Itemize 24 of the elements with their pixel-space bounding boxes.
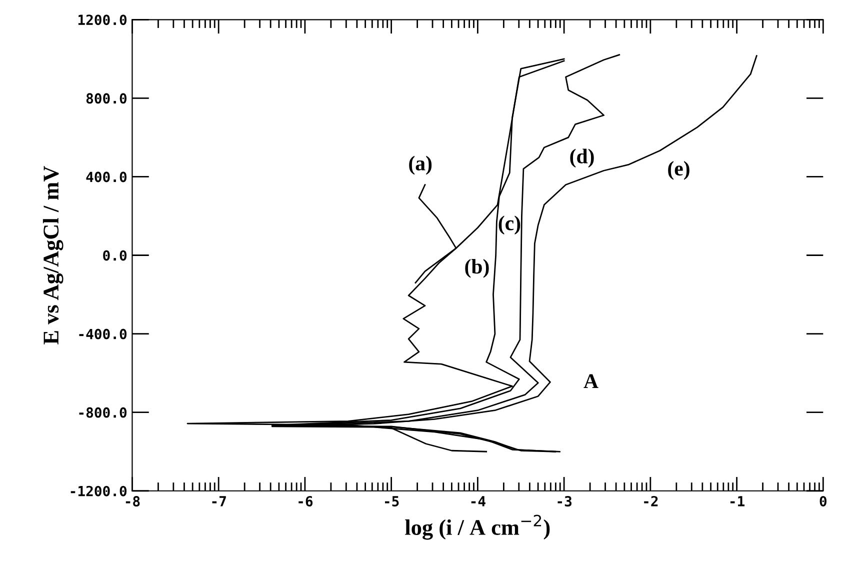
y-tick-label: -1200.0 (70, 486, 127, 496)
y-tick-label: 400.0 (86, 172, 127, 182)
x-tick-label: -5 (384, 496, 399, 506)
x-tick-label: -6 (298, 496, 313, 506)
y-tick-label: 800.0 (86, 93, 127, 104)
annotation: (c) (498, 216, 520, 235)
annotation: A (584, 374, 598, 388)
annotation: (d) (570, 148, 594, 168)
annotation: (a) (409, 156, 432, 175)
y-axis-title: E vs Ag/AgCl / mV (42, 166, 64, 344)
x-tick-label: 0 (820, 496, 826, 506)
x-tick-label: -4 (471, 496, 486, 506)
annotation: (e) (668, 160, 690, 180)
y-tick-label: 1200.0 (78, 14, 127, 26)
x-tick-label: -2 (644, 496, 658, 506)
y-tick-label: 0.0 (103, 250, 127, 261)
x-axis-title: log (i / A cm$^{−2}$) (405, 514, 550, 540)
annotation: (b) (465, 259, 489, 278)
y-tick-label: -800.0 (79, 407, 127, 418)
x-tick-label: -3 (558, 496, 572, 506)
x-tick-label: -7 (212, 496, 226, 506)
x-tick-label: -8 (126, 496, 140, 506)
y-tick-label: -400.0 (79, 328, 127, 340)
x-tick-label: -1 (730, 496, 744, 506)
